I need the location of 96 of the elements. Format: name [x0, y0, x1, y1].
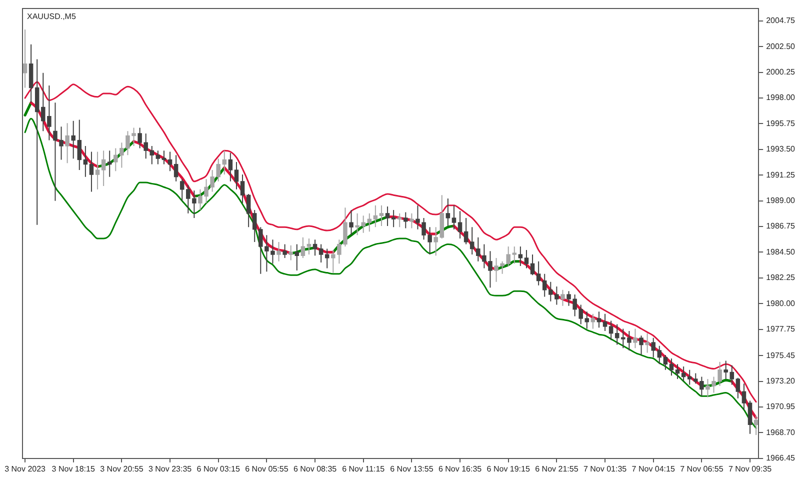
candlestick: [385, 206, 390, 226]
candlestick: [446, 198, 450, 226]
candlestick: [83, 146, 88, 178]
candlestick: [95, 151, 100, 190]
candlestick: [645, 332, 650, 354]
candlestick: [150, 146, 154, 165]
y-tick-label: 1968.70: [766, 428, 796, 437]
candlestick: [536, 260, 541, 286]
candlestick: [89, 151, 94, 192]
candlestick: [288, 244, 293, 261]
candlestick: [276, 241, 281, 262]
x-tick-label: 3 Nov 18:15: [52, 464, 96, 474]
y-tick-label: 1980.00: [766, 298, 796, 308]
candlestick: [434, 226, 438, 256]
candlestick: [410, 212, 414, 229]
y-tick-label: 2004.75: [766, 16, 796, 26]
candlestick: [452, 204, 456, 230]
y-tick-label: 1975.45: [766, 350, 796, 360]
candlestick: [742, 383, 746, 410]
candlestick: [234, 162, 239, 190]
y-tick-label: 1984.50: [766, 247, 796, 256]
candlestick: [77, 119, 82, 170]
candlestick: [174, 154, 178, 182]
x-tick-label: 3 Nov 23:35: [148, 464, 192, 474]
candlestick: [282, 244, 287, 258]
candlestick: [34, 58, 40, 226]
candlestick: [222, 150, 227, 176]
candlestick: [524, 249, 529, 269]
candlestick: [300, 236, 306, 258]
candlestick: [458, 210, 462, 240]
x-tick-label: 6 Nov 19:15: [486, 464, 530, 474]
y-tick-label: 2000.25: [766, 68, 796, 77]
x-tick-label: 3 Nov 2023: [4, 464, 46, 474]
y-tick-label: 1977.75: [766, 324, 796, 334]
y-tick-label: 1995.75: [766, 118, 796, 128]
candlestick: [240, 174, 245, 204]
y-tick-label: 1973.20: [766, 376, 796, 386]
candlestick: [687, 369, 692, 386]
candlestick: [228, 152, 233, 182]
x-tick-label: 6 Nov 21:55: [535, 464, 579, 474]
y-tick-label: 1966.45: [766, 454, 796, 463]
candlestick: [101, 150, 106, 186]
y-tick-label: 1986.75: [766, 222, 796, 231]
candlestick: [440, 194, 444, 240]
candlestick: [639, 335, 644, 356]
x-tick-label: 6 Nov 16:35: [438, 464, 482, 474]
x-tick-label: 7 Nov 04:15: [632, 464, 676, 474]
candlestick: [633, 328, 638, 349]
x-tick-label: 6 Nov 13:55: [390, 464, 434, 474]
candlestick: [180, 178, 184, 202]
x-tick-label: 7 Nov 01:35: [583, 464, 628, 474]
x-tick-label: 6 Nov 03:15: [196, 464, 240, 474]
candlestick: [518, 246, 523, 266]
y-tick-label: 1989.00: [766, 196, 796, 206]
candlestick: [324, 248, 330, 269]
candlestick: [657, 345, 662, 365]
candlestick: [748, 400, 752, 434]
candlestick: [28, 44, 34, 104]
candlestick: [107, 150, 112, 178]
x-tick-label: 7 Nov 09:35: [728, 464, 772, 474]
x-tick-label: 3 Nov 20:55: [100, 464, 144, 474]
candlestick: [608, 320, 614, 341]
candlestick: [168, 151, 172, 172]
candlestick: [736, 377, 740, 399]
x-tick-label: 6 Nov 08:35: [293, 464, 338, 474]
candlestick: [470, 226, 474, 256]
candlestick: [560, 289, 565, 306]
x-tick-label: 7 Nov 06:55: [680, 464, 724, 474]
x-tick-label: 6 Nov 05:55: [245, 464, 289, 474]
candlestick: [404, 212, 408, 229]
candlestick: [724, 360, 728, 380]
y-tick-label: 1970.95: [766, 402, 796, 412]
candlestick: [542, 273, 547, 298]
candlestick: [602, 313, 608, 332]
candlestick: [663, 354, 668, 370]
y-tick-label: 1982.25: [766, 273, 796, 282]
candlestick: [71, 120, 76, 160]
candlestick: [65, 122, 70, 164]
y-tick-label: 2002.50: [766, 42, 796, 51]
candlestick: [730, 364, 734, 386]
candlestick: [349, 209, 354, 236]
candlestick: [318, 244, 324, 264]
candlestick: [464, 217, 468, 245]
candlestick: [252, 209, 257, 242]
candlestick: [22, 29, 28, 88]
y-tick-label: 1993.50: [766, 144, 796, 154]
text: XAUUSD.,M5: [27, 12, 76, 22]
candlestick: [306, 238, 312, 256]
candlestick: [246, 193, 251, 228]
candlestick: [651, 337, 656, 358]
candlestick: [512, 246, 517, 264]
candlestick: [530, 254, 535, 276]
y-tick-label: 1998.00: [766, 93, 796, 102]
x-tick-label: 6 Nov 11:15: [342, 464, 386, 474]
y-tick-label: 1991.25: [766, 170, 796, 180]
candlestick: [312, 239, 318, 256]
